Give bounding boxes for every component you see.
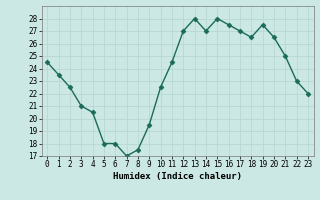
X-axis label: Humidex (Indice chaleur): Humidex (Indice chaleur) bbox=[113, 172, 242, 181]
